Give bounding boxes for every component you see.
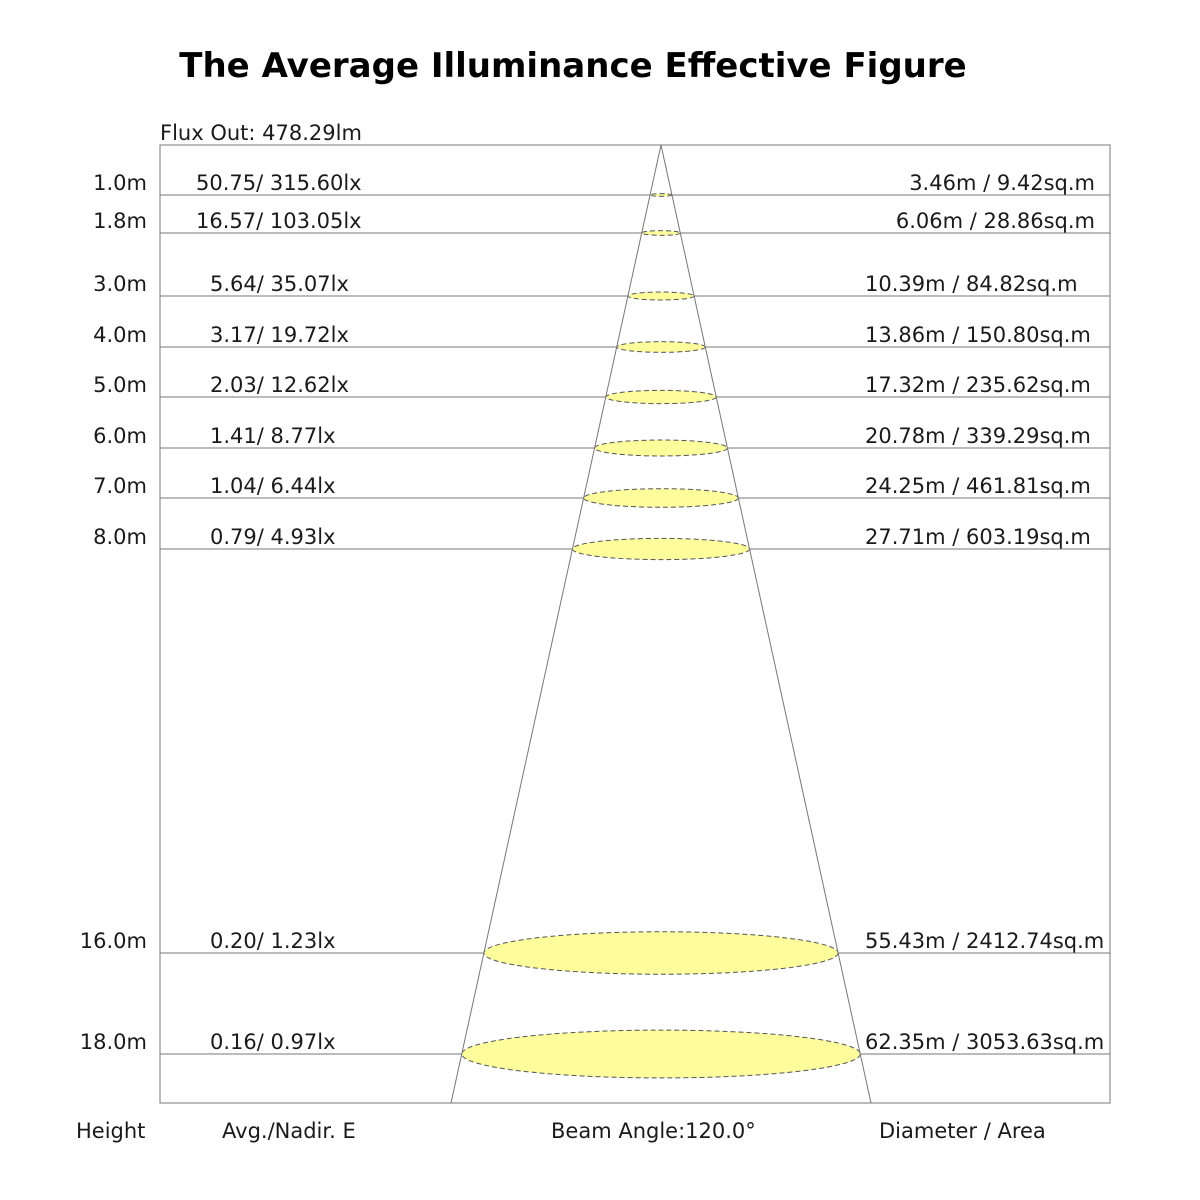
row-labels: 1.0m 50.75/ 315.60lx 3.46m / 9.42sq.m 1.8m 1… bbox=[80, 171, 1104, 1054]
height-label: 1.0m bbox=[93, 171, 147, 195]
diameter-area-label: 13.86m / 150.80sq.m bbox=[865, 323, 1091, 347]
light-spot bbox=[649, 193, 673, 197]
footer-height-label: Height bbox=[76, 1119, 145, 1143]
light-spot bbox=[627, 291, 695, 301]
height-label: 7.0m bbox=[93, 474, 147, 498]
height-label: 18.0m bbox=[80, 1030, 147, 1054]
footer-diameter-area-label: Diameter / Area bbox=[879, 1119, 1046, 1143]
illuminance-label: 1.41/ 8.77lx bbox=[210, 424, 336, 448]
height-label: 6.0m bbox=[93, 424, 147, 448]
light-spot bbox=[641, 230, 681, 236]
height-label: 3.0m bbox=[93, 272, 147, 296]
page-title: The Average Illuminance Effective Figure bbox=[179, 46, 967, 86]
light-spot bbox=[571, 537, 751, 561]
footer-beam-angle-label: Beam Angle:120.0° bbox=[551, 1119, 756, 1143]
diameter-area-label: 27.71m / 603.19sq.m bbox=[865, 525, 1091, 549]
height-label: 5.0m bbox=[93, 373, 147, 397]
footer-avg-nadir-label: Avg./Nadir. E bbox=[222, 1119, 356, 1143]
illuminance-label: 2.03/ 12.62lx bbox=[210, 373, 349, 397]
illuminance-label: 16.57/ 103.05lx bbox=[196, 209, 362, 233]
row-lines bbox=[160, 194, 1110, 1055]
light-spot bbox=[461, 1029, 861, 1079]
diameter-area-label: 62.35m / 3053.63sq.m bbox=[865, 1030, 1104, 1054]
beam-left-edge bbox=[450, 144, 662, 1104]
illuminance-label: 0.79/ 4.93lx bbox=[210, 525, 336, 549]
height-label: 16.0m bbox=[80, 929, 147, 953]
height-label: 1.8m bbox=[93, 209, 147, 233]
diameter-area-label: 17.32m / 235.62sq.m bbox=[865, 373, 1091, 397]
light-spot bbox=[616, 341, 706, 353]
diameter-area-label: 3.46m / 9.42sq.m bbox=[909, 171, 1095, 195]
light-spot bbox=[605, 389, 717, 405]
illuminance-label: 3.17/ 19.72lx bbox=[210, 323, 349, 347]
diameter-area-label: 55.43m / 2412.74sq.m bbox=[865, 929, 1104, 953]
illuminance-label: 50.75/ 315.60lx bbox=[196, 171, 362, 195]
diameter-area-label: 10.39m / 84.82sq.m bbox=[865, 272, 1078, 296]
diameter-area-label: 20.78m / 339.29sq.m bbox=[865, 424, 1091, 448]
height-label: 8.0m bbox=[93, 525, 147, 549]
diagram-frame bbox=[159, 144, 1111, 1104]
illuminance-label: 1.04/ 6.44lx bbox=[210, 474, 336, 498]
light-spot bbox=[594, 439, 728, 457]
light-spots bbox=[461, 193, 861, 1079]
beam-right-edge bbox=[660, 144, 872, 1104]
diameter-area-label: 6.06m / 28.86sq.m bbox=[896, 209, 1095, 233]
diameter-area-label: 24.25m / 461.81sq.m bbox=[865, 474, 1091, 498]
light-spot bbox=[483, 931, 839, 975]
illuminance-label: 5.64/ 35.07lx bbox=[210, 272, 349, 296]
flux-out-label: Flux Out: 478.29lm bbox=[160, 121, 362, 145]
light-spot bbox=[583, 488, 739, 508]
illuminance-label: 0.20/ 1.23lx bbox=[210, 929, 336, 953]
illuminance-label: 0.16/ 0.97lx bbox=[210, 1030, 336, 1054]
height-label: 4.0m bbox=[93, 323, 147, 347]
